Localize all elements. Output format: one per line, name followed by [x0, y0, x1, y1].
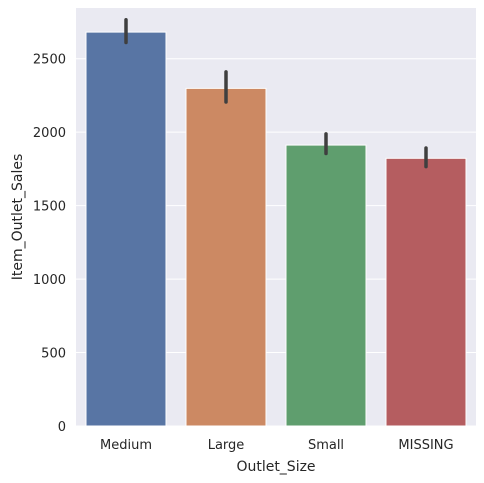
- bars: [85, 31, 467, 427]
- error-bars: [124, 18, 428, 169]
- y-tick-label: 2000: [33, 126, 66, 141]
- y-axis-label: Item_Outlet_Sales: [10, 154, 26, 281]
- x-tick-label: Medium: [100, 438, 152, 453]
- y-tick-labels: 0 500 1000 1500 2000 2500: [33, 53, 66, 435]
- y-tick-label: 1500: [33, 200, 66, 215]
- bar-missing: [385, 157, 467, 427]
- bar-small: [285, 144, 367, 427]
- y-tick-label: 500: [41, 347, 66, 362]
- x-tick-label: Small: [308, 438, 344, 453]
- y-tick-label: 0: [58, 420, 66, 435]
- x-axis-label: Outlet_Size: [236, 459, 315, 475]
- y-tick-label: 2500: [33, 53, 66, 68]
- x-tick-labels: Medium Large Small MISSING: [100, 438, 454, 453]
- x-tick-label: MISSING: [398, 438, 453, 453]
- bar-medium: [85, 31, 167, 427]
- y-tick-label: 1000: [33, 273, 66, 288]
- bar-large: [185, 87, 267, 427]
- x-tick-label: Large: [208, 438, 245, 453]
